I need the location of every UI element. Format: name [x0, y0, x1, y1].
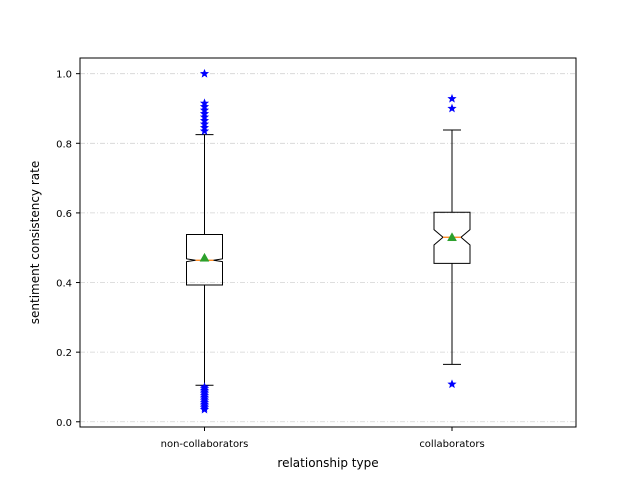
- x-ticks: non-collaborators collaborators: [161, 427, 485, 450]
- mean-marker: [199, 252, 210, 262]
- outlier-point: [199, 382, 210, 391]
- outlier-point: [199, 112, 210, 122]
- x-tick-label: non-collaborators: [161, 439, 249, 450]
- outlier-point: [199, 126, 210, 136]
- y-tick-label: 0.6: [56, 209, 72, 220]
- y-tick-label: 0.2: [56, 348, 72, 359]
- outlier-point: [199, 115, 210, 125]
- axes-frame: [79, 57, 577, 428]
- outlier-point: [199, 122, 210, 132]
- outlier-point: [447, 103, 457, 113]
- outlier-point: [199, 119, 210, 129]
- boxes: [186, 68, 471, 414]
- outlier-point: [199, 98, 210, 108]
- y-ticks: 0.0 0.2 0.4 0.6 0.8 1.0: [56, 70, 80, 429]
- grid-lines: [80, 73, 576, 423]
- y-tick-label: 0.0: [56, 418, 72, 429]
- mean-marker: [447, 232, 457, 242]
- box-body: [433, 211, 471, 264]
- outlier-point: [199, 68, 210, 78]
- box-body: [186, 233, 223, 286]
- outlier-point: [447, 379, 457, 389]
- y-tick-label: 0.4: [56, 279, 72, 290]
- x-tick-label: collaborators: [419, 439, 484, 450]
- outlier-point: [199, 108, 210, 118]
- box-collaborators: [433, 93, 471, 389]
- y-tick-label: 0.8: [56, 139, 72, 150]
- outlier-point: [199, 101, 210, 111]
- y-axis-label: sentiment consistency rate: [28, 161, 42, 324]
- x-axis-label: relationship type: [277, 456, 378, 470]
- outlier-point: [447, 93, 457, 103]
- box-non-collaborators: [186, 68, 223, 414]
- outlier-point: [199, 105, 210, 115]
- y-tick-label: 1.0: [56, 70, 72, 81]
